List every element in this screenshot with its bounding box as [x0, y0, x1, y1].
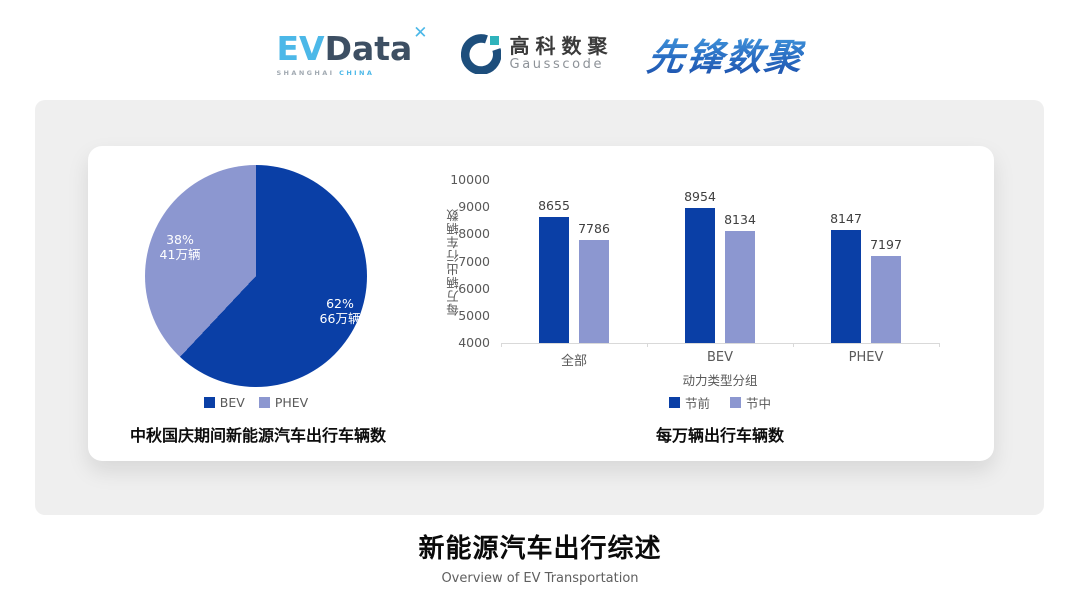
legend-swatch	[258, 397, 270, 408]
gausscode-icon	[460, 34, 501, 74]
x-tick-mark	[939, 343, 940, 347]
evdata-wordmark: EV Data ✕	[276, 24, 427, 68]
pie-legend: BEV PHEV	[146, 395, 366, 410]
legend-swatch	[730, 397, 741, 408]
pioneer-logo: 先锋数聚	[644, 27, 808, 81]
bar-x-axis-title: 动力类型分组	[682, 373, 758, 388]
pie-label-bev-pct: 62%	[326, 296, 354, 311]
pie-label-phev-amount: 41万辆	[159, 247, 201, 262]
page-subtitle: Overview of EV Transportation	[441, 571, 639, 586]
bar-PHEV-节中	[871, 256, 901, 343]
x-category-label: BEV	[706, 350, 734, 365]
bar-value-label: 7197	[870, 237, 902, 253]
x-category-label: PHEV	[848, 350, 884, 365]
legend-label: BEV	[219, 395, 245, 410]
bar-value-label: 8954	[684, 189, 716, 205]
evdata-sparkle-icon: ✕	[413, 22, 428, 43]
bar-legend: 节前 节中	[501, 393, 939, 412]
legend-label: 节前	[684, 396, 710, 411]
pie-circle	[145, 165, 367, 387]
pie-label-bev-amount: 66万辆	[319, 311, 361, 326]
y-tick-label: 5000	[458, 307, 490, 323]
gausscode-text: 高科数聚 Gausscode	[510, 35, 614, 73]
y-tick-label: 6000	[458, 280, 490, 296]
bar-PHEV-节前	[831, 230, 861, 343]
bar-BEV-节前	[685, 208, 715, 343]
pie-label-phev-pct: 38%	[166, 232, 194, 247]
legend-swatch	[203, 397, 215, 408]
pie-label-bev: 62% 66万辆	[295, 296, 385, 326]
bar-chart-title: 每万辆出行车辆数	[655, 426, 784, 445]
content-panel: 38% 41万辆 62% 66万辆 BEV PHEV 中秋国庆期间新能源汽车出行车…	[35, 100, 1044, 515]
y-tick-label: 7000	[458, 253, 490, 269]
footer: 新能源汽车出行综述 Overview of EV Transportation	[0, 528, 1080, 586]
gausscode-en-name: Gausscode	[509, 57, 605, 73]
bar-value-label: 8147	[830, 211, 862, 227]
bar-value-label: 8655	[538, 197, 570, 213]
x-tick-mark	[793, 343, 794, 347]
evdata-shanghai-text: SHANGHAI	[276, 68, 335, 77]
pie-chart-title: 中秋国庆期间新能源汽车出行车辆数	[129, 426, 386, 445]
y-tick-label: 4000	[458, 335, 490, 350]
y-tick-label: 9000	[458, 199, 490, 215]
x-tick-mark	[501, 343, 502, 347]
bar-value-label: 8134	[724, 211, 756, 227]
header: EV Data ✕ SHANGHAI CHINA 高科数聚 Gausscode 先锋…	[0, 14, 1080, 94]
bar-value-label: 7786	[578, 221, 610, 237]
evdata-china-text: CHINA	[339, 68, 375, 77]
x-category-label: 全部	[560, 354, 587, 369]
pie-label-phev: 38% 41万辆	[135, 232, 225, 262]
legend-item-节前: 节前	[668, 393, 710, 412]
evdata-logo: EV Data ✕ SHANGHAI CHINA	[276, 24, 427, 77]
gausscode-logo: 高科数聚 Gausscode	[460, 34, 614, 74]
evdata-data-text: Data	[324, 28, 413, 68]
bar-全部-节前	[539, 216, 569, 343]
legend-label: 节中	[746, 396, 772, 411]
evdata-ev-text: EV	[276, 28, 325, 68]
legend-item-节中: 节中	[730, 393, 771, 412]
gausscode-cn-name: 高科数聚	[509, 34, 614, 59]
evdata-subtext: SHANGHAI CHINA	[276, 69, 426, 77]
x-axis-line	[501, 343, 939, 344]
legend-label: PHEV	[274, 395, 309, 410]
x-tick-mark	[647, 343, 648, 347]
legend-item-BEV: BEV	[203, 395, 245, 410]
page-title: 新能源汽车出行综述	[418, 534, 662, 564]
charts-card: 38% 41万辆 62% 66万辆 BEV PHEV 中秋国庆期间新能源汽车出行车…	[88, 146, 994, 461]
legend-swatch	[668, 397, 680, 408]
y-tick-label: 8000	[458, 226, 490, 242]
bar-全部-节中	[579, 240, 609, 343]
y-tick-label: 10000	[450, 172, 490, 187]
bar-BEV-节中	[725, 230, 755, 343]
legend-item-PHEV: PHEV	[258, 395, 309, 410]
